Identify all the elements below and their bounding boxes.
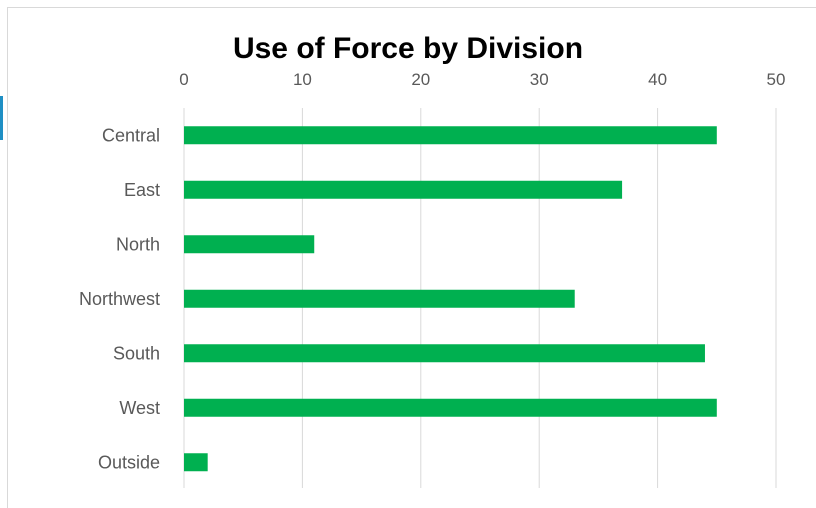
- category-label: South: [113, 343, 160, 363]
- category-label: Outside: [98, 452, 160, 472]
- x-tick-label: 20: [411, 70, 430, 89]
- category-label: East: [124, 180, 160, 200]
- bar: [184, 126, 717, 145]
- x-tick-label: 0: [179, 70, 188, 89]
- bar: [184, 453, 208, 472]
- x-tick-label: 50: [767, 70, 786, 89]
- chart-title: Use of Force by Division: [232, 32, 584, 65]
- bar: [184, 289, 575, 308]
- category-label: West: [119, 398, 160, 418]
- bar: [184, 235, 315, 254]
- chart-frame: [7, 7, 816, 508]
- bar: [184, 344, 705, 363]
- x-tick-label: 10: [293, 70, 312, 89]
- category-label: Northwest: [79, 289, 160, 309]
- x-tick-label: 40: [648, 70, 667, 89]
- category-label: North: [116, 234, 160, 254]
- x-tick-label: 30: [530, 70, 549, 89]
- category-label: Central: [102, 125, 160, 145]
- selection-marker: [0, 96, 3, 140]
- bar: [184, 398, 717, 417]
- bar: [184, 180, 623, 199]
